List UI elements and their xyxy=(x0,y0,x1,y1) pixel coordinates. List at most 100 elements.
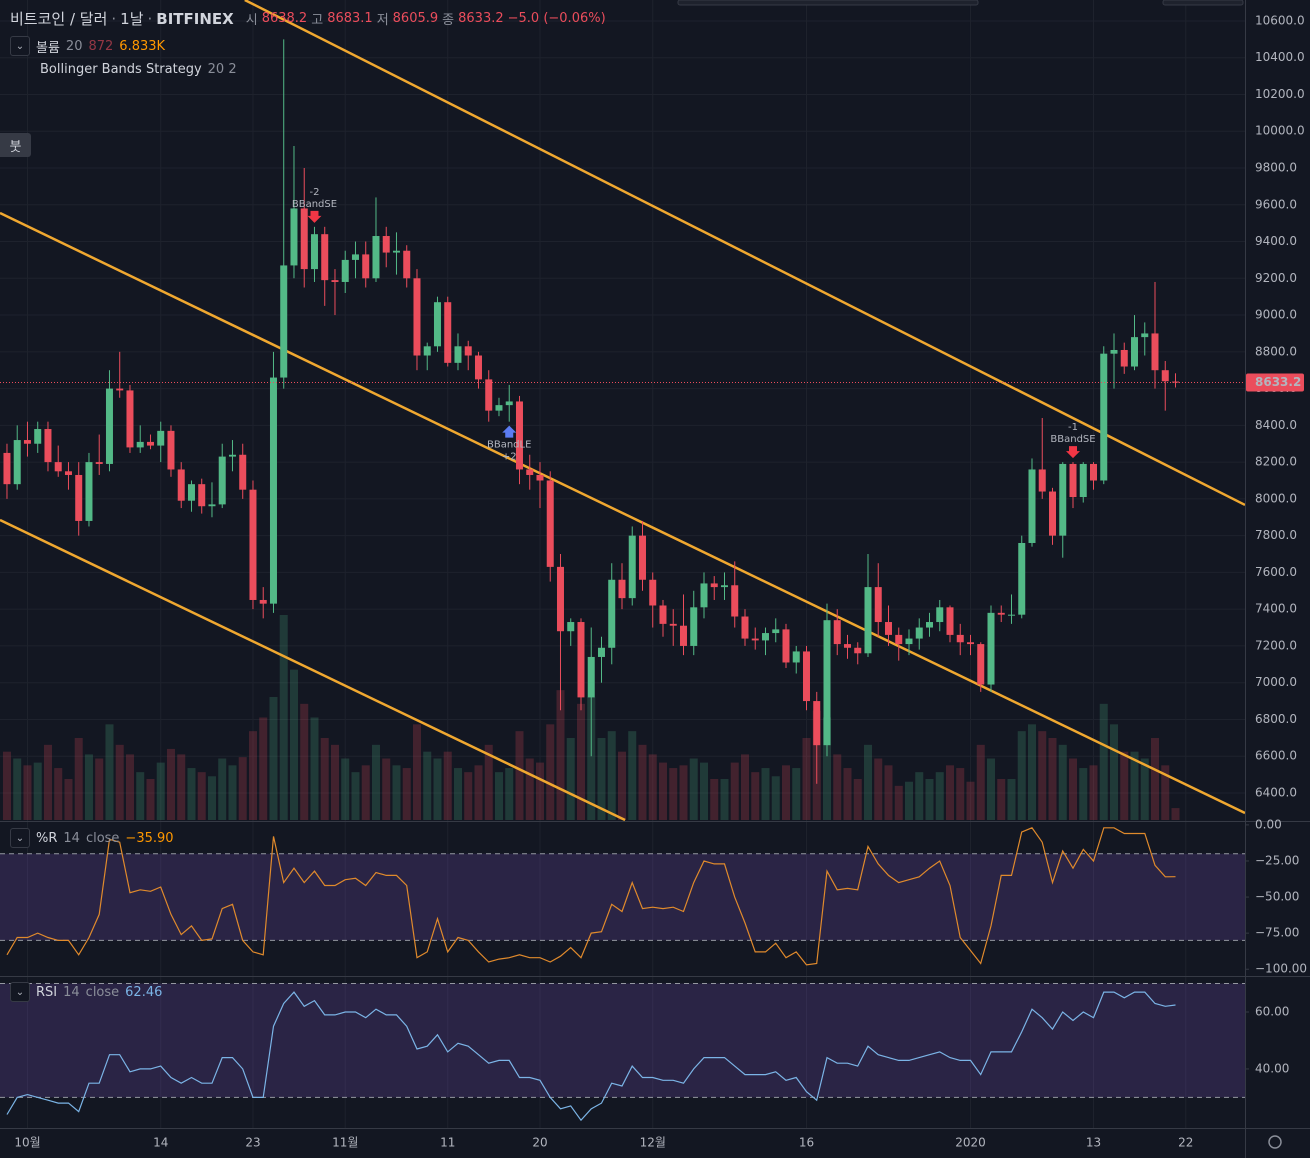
toolbar-button[interactable]: 붓 xyxy=(0,133,31,157)
volume-bar xyxy=(822,717,831,820)
volume-bar xyxy=(720,779,729,820)
channel-line xyxy=(244,0,1246,507)
candle-body xyxy=(249,489,257,600)
volume-bar xyxy=(412,724,421,820)
candle-body xyxy=(44,429,52,463)
candle-body xyxy=(167,430,175,470)
volume-bar xyxy=(956,768,965,820)
x-tick-label: 14 xyxy=(153,1136,168,1150)
candle-body xyxy=(864,587,872,654)
volume-bar xyxy=(843,768,852,820)
candle-body xyxy=(915,627,923,639)
volume-bar xyxy=(207,776,216,820)
collapse-button[interactable]: ⌄ xyxy=(10,36,30,56)
volume-bar xyxy=(1089,765,1098,820)
y-tick-label: 60.00 xyxy=(1255,1005,1289,1019)
strategy-legend: Bollinger Bands Strategy 20 2 xyxy=(40,62,237,77)
volume-bar xyxy=(566,738,575,820)
candle-body xyxy=(526,469,534,475)
candle-body xyxy=(997,612,1005,615)
wr-legend: ⌄ %R 14 close −35.90 xyxy=(10,828,174,848)
candle-body xyxy=(669,623,677,626)
volume-bar xyxy=(453,768,462,820)
x-tick-label: 13 xyxy=(1086,1136,1101,1150)
x-tick-label: 11 xyxy=(440,1136,455,1150)
x-tick-label: 20 xyxy=(532,1136,547,1150)
candle-body xyxy=(618,579,626,599)
y-tick-label: 7200.0 xyxy=(1255,638,1297,652)
volume-bar xyxy=(1038,731,1047,820)
signal-qty: -1 xyxy=(1068,422,1078,433)
candle-body xyxy=(659,605,667,624)
volume-bar xyxy=(556,690,565,820)
candle-body xyxy=(444,302,452,363)
candle-body xyxy=(587,656,595,698)
candle-body xyxy=(157,430,165,446)
candle-body xyxy=(1151,333,1159,371)
candle-body xyxy=(280,265,288,378)
y-tick-label: 10200.0 xyxy=(1255,87,1305,101)
band-fill xyxy=(0,983,1245,1098)
candle-body xyxy=(105,388,113,464)
y-tick-label: −25.00 xyxy=(1255,853,1299,867)
candle-body xyxy=(228,454,236,457)
collapse-button[interactable]: ⌄ xyxy=(10,828,30,848)
strategy-name: Bollinger Bands Strategy xyxy=(40,62,202,77)
volume-bar xyxy=(1171,808,1180,820)
wr-source: close xyxy=(85,830,120,846)
channel-line xyxy=(0,211,1246,815)
volume-bar xyxy=(740,754,749,820)
rsi-legend: ⌄ RSI 14 close 62.46 xyxy=(10,982,162,1002)
volume-legend: ⌄ 볼륨 20 872 6.833K xyxy=(10,36,165,56)
ohlc-label: 저 xyxy=(376,13,389,28)
volume-name: 볼륨 xyxy=(36,40,60,56)
volume-bar xyxy=(43,744,52,820)
volume-bar xyxy=(925,779,934,820)
volume-bar xyxy=(607,731,616,820)
candle-body xyxy=(177,469,185,501)
volume-bar xyxy=(341,758,350,820)
candle-body xyxy=(905,638,913,645)
volume-bar xyxy=(638,744,647,820)
candle-body xyxy=(772,629,780,634)
y-tick-label: 7400.0 xyxy=(1255,602,1297,616)
candle-body xyxy=(126,390,134,448)
y-tick-label: 9800.0 xyxy=(1255,161,1297,175)
volume-bar xyxy=(13,758,22,820)
last-price-label: 8633.2 xyxy=(1255,375,1301,389)
volume-length: 20 xyxy=(65,38,83,54)
ohlc-value: 8683.1 xyxy=(327,11,373,26)
volume-layer xyxy=(2,615,1180,820)
candle-body xyxy=(731,585,739,617)
candle-body xyxy=(741,616,749,639)
candle-body xyxy=(782,629,790,663)
x-tick-label: 2020 xyxy=(955,1136,986,1150)
candle-body xyxy=(556,566,564,632)
y-tick-label: 40.00 xyxy=(1255,1061,1289,1075)
ohlc-label: 시 xyxy=(245,13,258,28)
volume-bar xyxy=(679,765,688,820)
volume-bar xyxy=(1079,768,1088,820)
volume-bar xyxy=(74,738,83,820)
volume-bar xyxy=(658,762,667,820)
volume-bar xyxy=(269,697,278,820)
y-tick-label: 8400.0 xyxy=(1255,418,1297,432)
candle-body xyxy=(1120,349,1128,367)
y-tick-label: 6600.0 xyxy=(1255,749,1297,763)
candle-body xyxy=(454,346,462,363)
settings-icon[interactable] xyxy=(1268,1135,1282,1149)
symbol: 비트코인 / 달러 xyxy=(10,10,108,28)
last-price-tag xyxy=(1246,373,1304,392)
collapse-button[interactable]: ⌄ xyxy=(10,982,30,1002)
x-tick-label: 16 xyxy=(799,1136,814,1150)
volume-bar xyxy=(1007,779,1016,820)
y-tick-label: 8000.0 xyxy=(1255,491,1297,505)
candle-body xyxy=(700,583,708,608)
candle-body xyxy=(966,642,974,645)
volume-bar xyxy=(310,717,319,820)
volume-bar xyxy=(802,738,811,820)
volume-bar xyxy=(535,762,544,820)
volume-bar xyxy=(730,762,739,820)
y-tick-label: 8800.0 xyxy=(1255,344,1297,358)
wr-value: −35.90 xyxy=(125,830,174,846)
